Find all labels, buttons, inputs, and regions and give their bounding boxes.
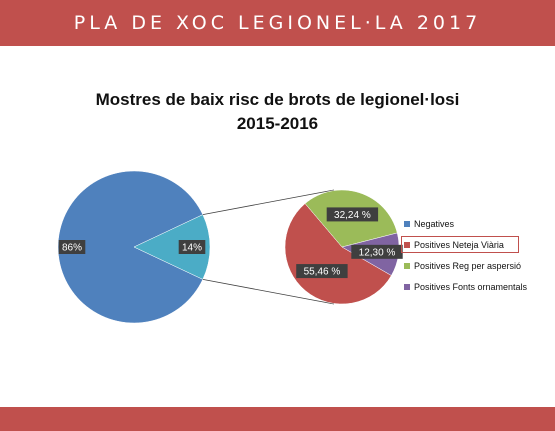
legend-item-fonts: Positives Fonts ornamentals <box>404 281 527 292</box>
data-label-positives-bg <box>178 240 206 254</box>
legend-item-neteja: Positives Neteja Viària <box>401 236 519 253</box>
legend-swatch <box>404 241 410 248</box>
data-label-reg-bg <box>326 207 379 222</box>
legend-label: Positives Fonts ornamentals <box>414 281 528 292</box>
header-banner: PLA DE XOC LEGIONEL·LA 2017 <box>0 0 555 46</box>
chart-legend: Negatives Positives Neteja Viària Positi… <box>401 218 527 302</box>
legend-swatch <box>404 283 410 290</box>
connector-line-top <box>202 189 335 216</box>
legend-label: Negatives <box>414 218 455 229</box>
data-label-negatives: 86% <box>62 243 82 254</box>
connector-line-bottom <box>202 278 335 305</box>
footer-band <box>0 407 555 431</box>
data-label-fonts-bg <box>351 244 403 259</box>
data-label-fonts: 12,30 % <box>359 247 396 258</box>
data-label-neteja-bg <box>296 264 348 279</box>
data-label-negatives-bg <box>58 240 86 254</box>
legend-item-negatives: Negatives <box>404 218 527 229</box>
pie-slice-negatives <box>57 170 204 324</box>
data-label-neteja: 55,46 % <box>304 267 341 278</box>
legend-label: Positives Neteja Viària <box>414 239 504 250</box>
legend-item-reg: Positives Reg per aspersió <box>404 260 527 271</box>
data-label-reg: 32,24 % <box>334 210 371 221</box>
legend-label: Positives Reg per aspersió <box>414 260 522 271</box>
banner-title: PLA DE XOC LEGIONEL·LA 2017 <box>73 12 482 34</box>
legend-swatch <box>404 220 410 227</box>
pie-slice-neteja <box>284 203 392 305</box>
pie-slice-positives <box>133 214 211 280</box>
chart-title: Mostres de baix risc de brots de legione… <box>95 90 460 109</box>
legend-swatch <box>404 262 410 269</box>
data-label-positives: 14% <box>182 243 202 254</box>
chart-subtitle: 2015-2016 <box>236 114 319 133</box>
